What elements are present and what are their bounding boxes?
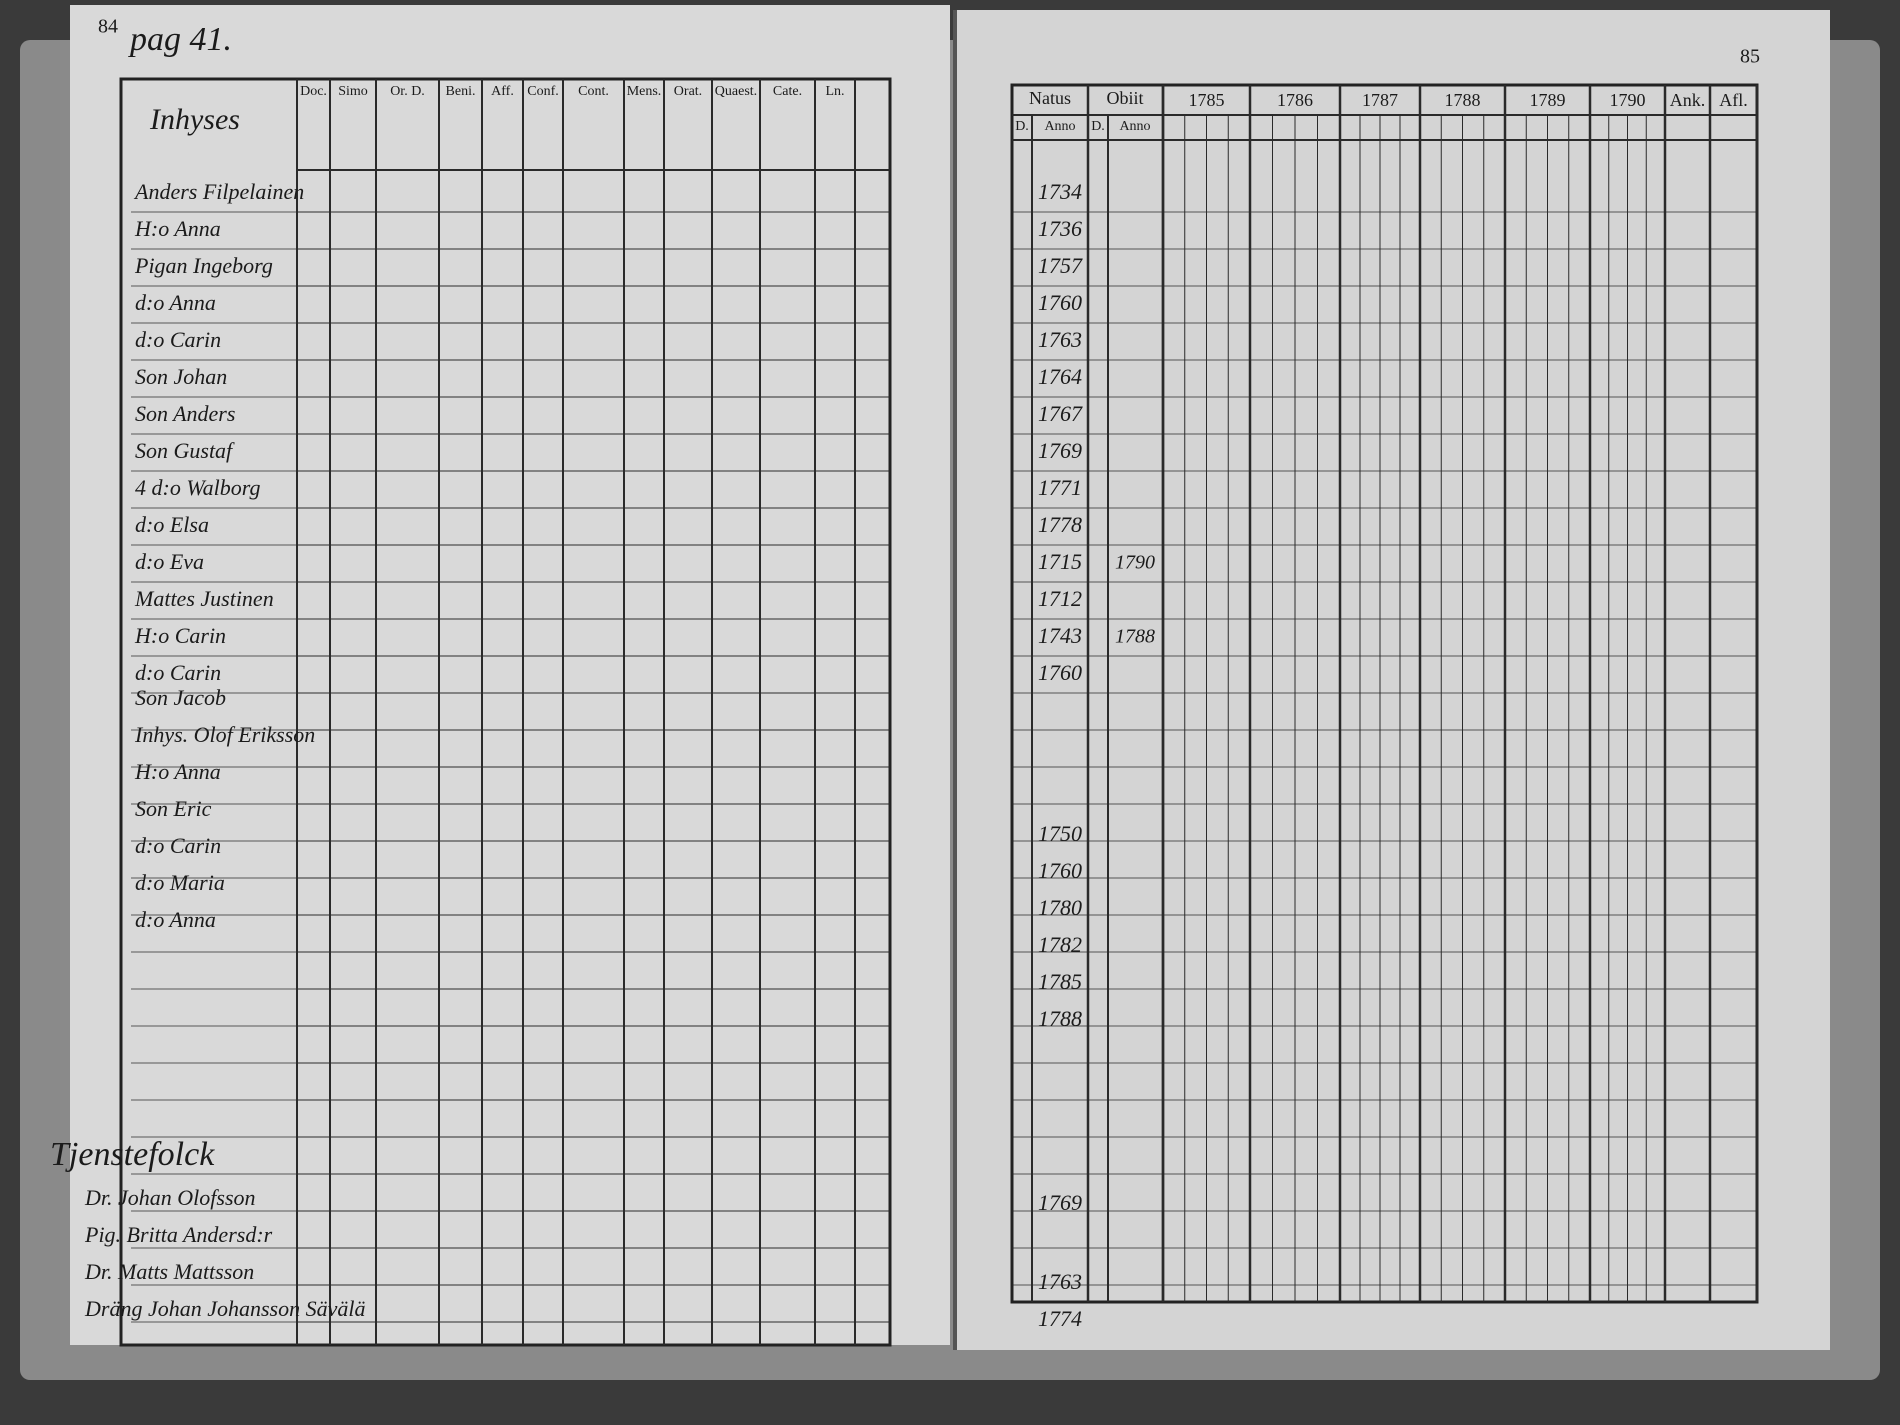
year-header: 1788 <box>1445 90 1481 110</box>
person-name: d:o Maria <box>135 870 225 895</box>
person-name: d:o Anna <box>135 290 216 315</box>
table-frame <box>119 77 892 1347</box>
page-reference: pag 41. <box>128 21 232 58</box>
birth-year: 1767 <box>1038 401 1083 426</box>
person-name: Dr. Matts Mattsson <box>84 1259 254 1284</box>
column-header: D. <box>1091 119 1105 134</box>
birth-year: 1788 <box>1038 1006 1082 1031</box>
birth-year: 1760 <box>1038 660 1082 685</box>
birth-year: 1769 <box>1038 438 1082 463</box>
person-name: d:o Anna <box>135 907 216 932</box>
person-name: Son Jacob <box>135 685 226 710</box>
birth-year: 1769 <box>1038 1190 1082 1215</box>
person-name: Dr. Johan Olofsson <box>84 1185 256 1210</box>
year-header: 1787 <box>1362 90 1398 110</box>
year-header: Ank. <box>1670 90 1706 110</box>
column-header: Natus <box>1029 88 1071 108</box>
column-header: Anno <box>1044 119 1075 134</box>
birth-year: 1757 <box>1038 253 1083 278</box>
column-header: Beni. <box>446 84 476 99</box>
person-name: Inhys. Olof Eriksson <box>134 722 315 747</box>
column-header: Aff. <box>491 84 514 99</box>
person-name: Pigan Ingeborg <box>134 253 273 278</box>
person-name: 4 d:o Walborg <box>135 475 261 500</box>
person-name: Anders Filpelainen <box>133 179 304 204</box>
page-number: 84 <box>98 16 118 38</box>
person-name: Son Eric <box>135 796 212 821</box>
person-name: d:o Elsa <box>135 512 209 537</box>
year-header: 1785 <box>1189 90 1225 110</box>
year-header: 1786 <box>1277 90 1313 110</box>
page-number: 85 <box>1740 46 1760 68</box>
person-name: d:o Eva <box>135 549 204 574</box>
column-header: Quaest. <box>715 84 757 99</box>
column-header: D. <box>1015 119 1029 134</box>
column-header: Anno <box>1119 119 1150 134</box>
section-heading: Inhyses <box>149 103 240 136</box>
column-header: Cont. <box>578 84 609 99</box>
birth-year: 1763 <box>1038 1269 1082 1294</box>
person-name: Son Anders <box>135 401 235 426</box>
person-name: Pig. Britta Andersd:r <box>84 1222 273 1247</box>
birth-year: 1743 <box>1038 623 1082 648</box>
birth-year: 1785 <box>1038 969 1082 994</box>
person-name: Dräng Johan Johansson Sävälä <box>84 1296 365 1321</box>
birth-year: 1750 <box>1038 821 1082 846</box>
left-page <box>70 5 950 1345</box>
year-header: Afl. <box>1719 90 1748 110</box>
death-year: 1788 <box>1115 626 1155 648</box>
column-header: Mens. <box>627 84 662 99</box>
person-name: H:o Anna <box>134 759 221 784</box>
year-header: 1789 <box>1530 90 1566 110</box>
birth-year: 1780 <box>1038 895 1082 920</box>
birth-year: 1712 <box>1038 586 1082 611</box>
death-year: 1790 <box>1115 552 1155 574</box>
birth-year: 1763 <box>1038 327 1082 352</box>
right-page <box>955 10 1830 1350</box>
birth-year: 1782 <box>1038 932 1082 957</box>
column-header: Cate. <box>773 84 802 99</box>
person-name: Son Gustaf <box>135 438 235 463</box>
birth-year: 1734 <box>1038 179 1082 204</box>
birth-year: 1764 <box>1038 364 1082 389</box>
person-name: d:o Carin <box>135 833 221 858</box>
person-name: d:o Carin <box>135 660 221 685</box>
column-header: Doc. <box>300 84 327 99</box>
birth-year: 1771 <box>1038 475 1082 500</box>
birth-year: 1774 <box>1038 1306 1082 1331</box>
column-header: Simo <box>338 84 368 99</box>
birth-year: 1760 <box>1038 290 1082 315</box>
column-header: Orat. <box>674 84 702 99</box>
person-name: H:o Anna <box>134 216 221 241</box>
birth-year: 1778 <box>1038 512 1082 537</box>
column-header: Or. D. <box>390 84 425 99</box>
column-header: Conf. <box>527 84 559 99</box>
birth-year: 1736 <box>1038 216 1082 241</box>
birth-year: 1760 <box>1038 858 1082 883</box>
column-header: Obiit <box>1106 88 1143 108</box>
person-name: Son Johan <box>135 364 227 389</box>
person-name: d:o Carin <box>135 327 221 352</box>
birth-year: 1715 <box>1038 549 1082 574</box>
person-name: Mattes Justinen <box>134 586 274 611</box>
person-name: H:o Carin <box>134 623 226 648</box>
year-header: 1790 <box>1610 90 1646 110</box>
section-heading: Tjenstefolck <box>50 1136 215 1173</box>
column-header: Ln. <box>825 84 844 99</box>
